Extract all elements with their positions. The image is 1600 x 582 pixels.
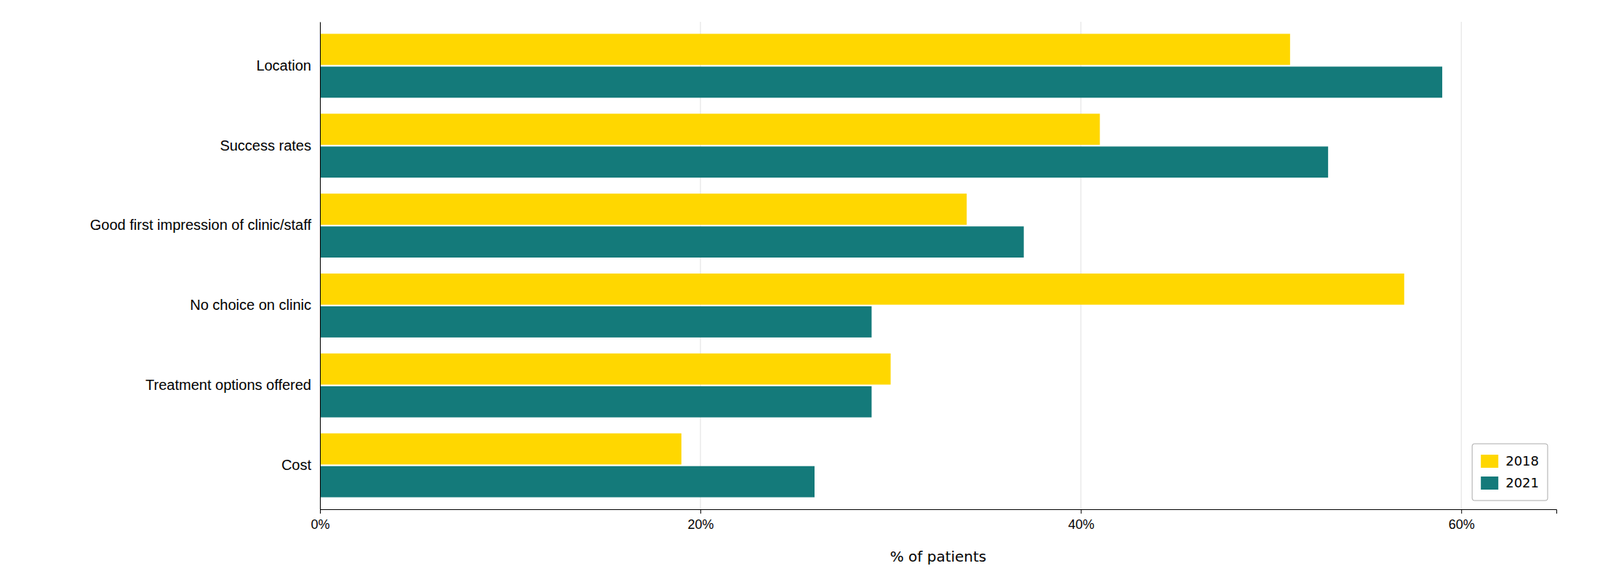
x-tick-label: 20%: [688, 517, 715, 532]
legend-item: 2018: [1480, 453, 1539, 469]
y-tick-label: Success rates: [219, 137, 312, 154]
bar-series: [320, 66, 1443, 498]
x-axis-line: [320, 509, 1558, 515]
y-tick: Location: [256, 57, 312, 74]
grid: [320, 21, 1462, 510]
grid-line: [1461, 21, 1462, 510]
y-tick: Success rates: [219, 137, 312, 154]
y-tick-label: Location: [256, 57, 312, 74]
x-axis-label: % of patients: [890, 547, 987, 566]
x-tick: 0%: [310, 509, 330, 532]
y-tick-label: No choice on clinic: [189, 296, 312, 313]
legend-label: 2018: [1505, 453, 1539, 469]
y-tick: Cost: [281, 456, 312, 473]
y-tick: Good first impression of clinic/staff: [90, 216, 312, 233]
bar: [320, 146, 1328, 178]
y-axis: Location Success rates Good first impressi…: [90, 22, 321, 510]
x-tick: 20%: [688, 509, 715, 532]
bar: [320, 33, 1291, 65]
plot: 0% 20% 40% 60% Location Success rates Good fir…: [90, 21, 1558, 532]
bar-series: [320, 33, 1405, 464]
bar: [320, 113, 1100, 145]
bar: [320, 66, 1443, 99]
legend-label: 2021: [1505, 474, 1539, 491]
x-tick-mark: [1461, 509, 1462, 514]
y-tick: Treatment options offered: [145, 376, 312, 393]
bar: [320, 273, 1405, 305]
x-axis: 0% 20% 40% 60%: [310, 509, 1557, 532]
y-tick: No choice on clinic: [189, 296, 312, 313]
bar: [320, 466, 815, 498]
bar: [320, 353, 891, 385]
y-axis-line: [320, 22, 321, 510]
legend-item: 2021: [1480, 474, 1539, 491]
legend-swatch: [1480, 476, 1499, 490]
x-tick-label: 60%: [1448, 517, 1475, 532]
chart: 0% 20% 40% 60% Location Success rates Good fir…: [0, 0, 1600, 582]
x-tick-label: 40%: [1068, 517, 1095, 532]
legend: 2018 2021: [1472, 443, 1548, 501]
legend-swatch: [1480, 454, 1499, 468]
x-tick: 60%: [1448, 509, 1475, 532]
bar: [320, 306, 872, 338]
x-tick: 40%: [1068, 509, 1095, 532]
legend-box: [1472, 443, 1548, 501]
bar: [320, 193, 967, 225]
x-tick-label: 0%: [310, 517, 330, 532]
bars: [320, 33, 1443, 497]
bar: [320, 226, 1024, 258]
y-tick-label: Treatment options offered: [145, 376, 312, 393]
y-tick-label: Good first impression of clinic/staff: [90, 216, 312, 233]
bar: [320, 433, 682, 465]
grid-line: [320, 21, 321, 510]
y-tick-label: Cost: [281, 456, 312, 473]
x-tick-mark: [700, 509, 702, 514]
x-tick-mark: [320, 509, 321, 514]
bar: [320, 386, 872, 418]
x-tick-mark: [1080, 509, 1082, 514]
